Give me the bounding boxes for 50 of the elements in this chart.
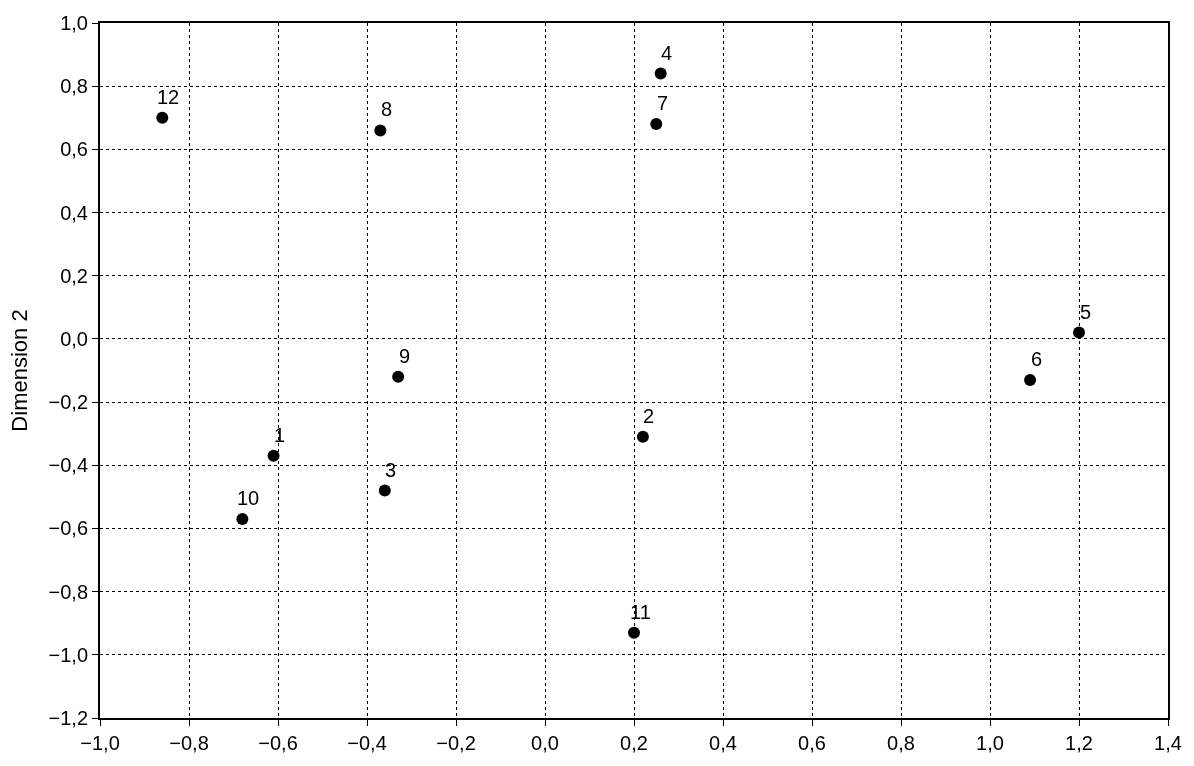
annotation: 6 xyxy=(1031,348,1043,370)
x-tick-label: 1,2 xyxy=(1065,732,1093,754)
y-tick-label: 0,2 xyxy=(60,264,88,287)
annotation: 2 xyxy=(643,405,655,427)
x-tick-label: 0,4 xyxy=(709,732,737,754)
x-tick-label: 0,0 xyxy=(531,732,559,754)
point xyxy=(654,67,667,80)
annotation: 3 xyxy=(385,459,397,481)
x-tick-label: −0,8 xyxy=(169,732,209,754)
x-tick-label: −0,4 xyxy=(347,732,387,754)
point xyxy=(650,118,663,131)
annotation: 9 xyxy=(399,345,411,367)
point xyxy=(156,111,169,124)
y-tick-label: −0,4 xyxy=(48,454,88,477)
x-tick-label: 1,4 xyxy=(1154,732,1182,754)
x-tick-label: 1,0 xyxy=(976,732,1004,754)
x-tick-label: 0,2 xyxy=(620,732,648,754)
point xyxy=(1024,373,1037,386)
annotation: 5 xyxy=(1080,301,1092,323)
x-tick-label: −0,2 xyxy=(436,732,476,754)
x-tick-label: −1,0 xyxy=(80,732,120,754)
point xyxy=(1073,326,1085,339)
point xyxy=(378,484,391,497)
x-tick-label: 0,6 xyxy=(798,732,826,754)
y-tick-label: −0,6 xyxy=(48,517,88,540)
y-tick-label: −1,0 xyxy=(48,643,88,666)
annotation: 11 xyxy=(630,601,651,623)
y-tick-label: 1,0 xyxy=(60,12,88,34)
x-tick-label: 0,8 xyxy=(887,732,915,754)
y-tick-label: 0,4 xyxy=(60,201,88,224)
annotation: 1 xyxy=(274,424,286,446)
point xyxy=(628,626,640,639)
annotation: 8 xyxy=(381,98,393,120)
point xyxy=(267,449,280,462)
x-tick-label: −0,6 xyxy=(258,732,298,754)
point xyxy=(636,430,649,443)
annotation: 12 xyxy=(157,86,180,108)
point xyxy=(236,512,249,525)
point xyxy=(392,370,405,383)
y-tick-label: 0,8 xyxy=(60,75,88,98)
y-axis-title: Dimension 2 xyxy=(6,309,32,432)
annotation: 10 xyxy=(237,487,260,509)
point xyxy=(374,124,387,137)
annotation: 4 xyxy=(661,42,673,64)
y-tick-label: 0,6 xyxy=(60,138,88,161)
y-tick-label: −0,8 xyxy=(48,580,88,603)
y-tick-label: −0,2 xyxy=(48,391,88,414)
y-tick-label: 0,0 xyxy=(60,327,88,350)
y-tick-label: −1,2 xyxy=(48,707,88,729)
annotation: 7 xyxy=(657,92,669,114)
